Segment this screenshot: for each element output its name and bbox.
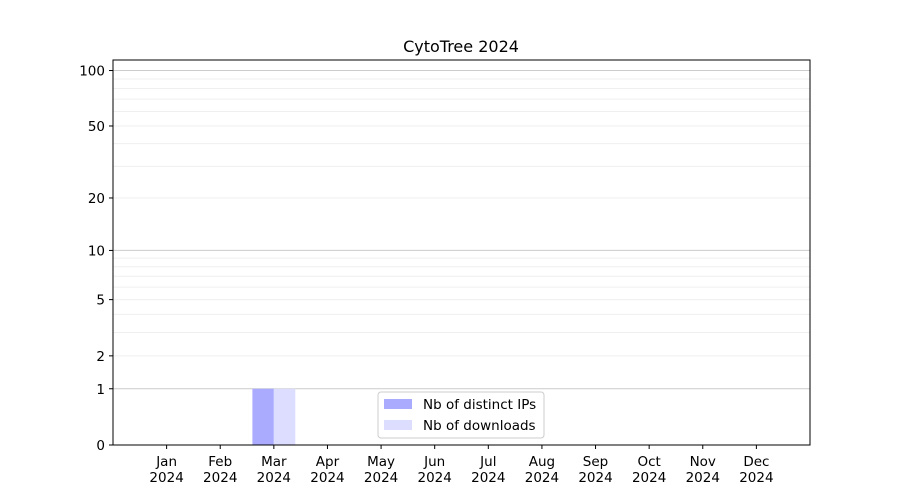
legend-swatch-distinct-ips (384, 399, 412, 409)
y-tick-label: 1 (96, 382, 105, 398)
grid (113, 70, 810, 390)
x-tick-label: Sep 2024 (578, 454, 612, 486)
legend-label-distinct-ips: Nb of distinct IPs (423, 397, 536, 413)
y-tick-label: 50 (88, 119, 105, 135)
x-axis: Jan 2024 Feb 2024 Mar 2024 Apr 2024 May 2024 Jun 20… (149, 445, 774, 486)
x-tick-label: Feb 2024 (203, 454, 237, 486)
y-tick-label: 5 (96, 293, 105, 309)
bars (252, 388, 296, 445)
x-tick-label: Dec 2024 (739, 454, 773, 486)
y-tick-label: 100 (79, 64, 105, 80)
x-tick-label: Mar 2024 (257, 454, 291, 486)
y-tick-label: 0 (96, 438, 105, 454)
y-axis: 0 1 2 5 10 20 50 100 (79, 64, 113, 454)
y-tick-label: 10 (88, 243, 105, 259)
x-tick-label: Oct 2024 (632, 454, 666, 486)
legend-label-downloads: Nb of downloads (423, 418, 536, 434)
x-tick-label: Jul 2024 (471, 454, 505, 486)
bar-downloads (273, 388, 296, 445)
legend-box (377, 391, 545, 439)
y-tick-label: 2 (96, 349, 105, 365)
y-tick-label: 20 (88, 191, 105, 207)
legend: Nb of distinct IPs Nb of downloads (377, 391, 545, 439)
legend-swatch-downloads (384, 420, 412, 430)
x-tick-label: Jan 2024 (149, 454, 183, 486)
bar-distinct-ips (252, 388, 274, 445)
chart-title: CytoTree 2024 (403, 37, 519, 56)
x-tick-label: Jun 2024 (418, 454, 452, 486)
x-tick-label: May 2024 (364, 454, 398, 486)
x-tick-label: Apr 2024 (310, 454, 344, 486)
x-tick-label: Aug 2024 (525, 454, 559, 486)
plot-frame (112, 59, 811, 446)
x-tick-label: Nov 2024 (686, 454, 720, 486)
